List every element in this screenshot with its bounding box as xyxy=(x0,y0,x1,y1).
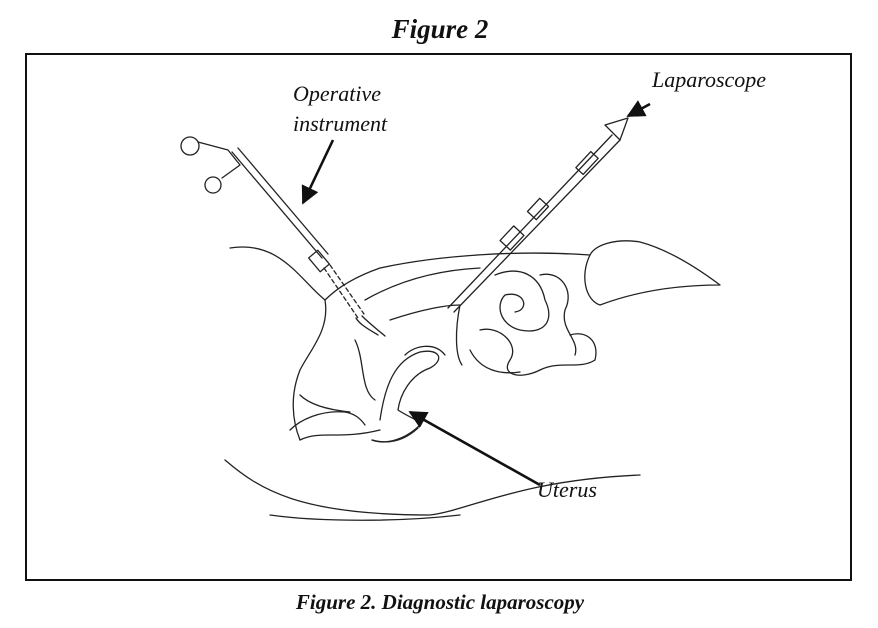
arrow xyxy=(408,410,541,487)
label: Operative xyxy=(293,81,381,106)
caption: Figure 2. Diagnostic laparoscopy xyxy=(295,590,585,614)
figure-title: Figure 2 xyxy=(391,14,489,44)
frame xyxy=(25,53,852,581)
arrow xyxy=(626,100,651,118)
label: instrument xyxy=(293,111,388,136)
arrow xyxy=(301,139,335,205)
label: Laparoscope xyxy=(651,67,766,92)
label: Uterus xyxy=(537,477,597,502)
illustration xyxy=(180,117,721,521)
